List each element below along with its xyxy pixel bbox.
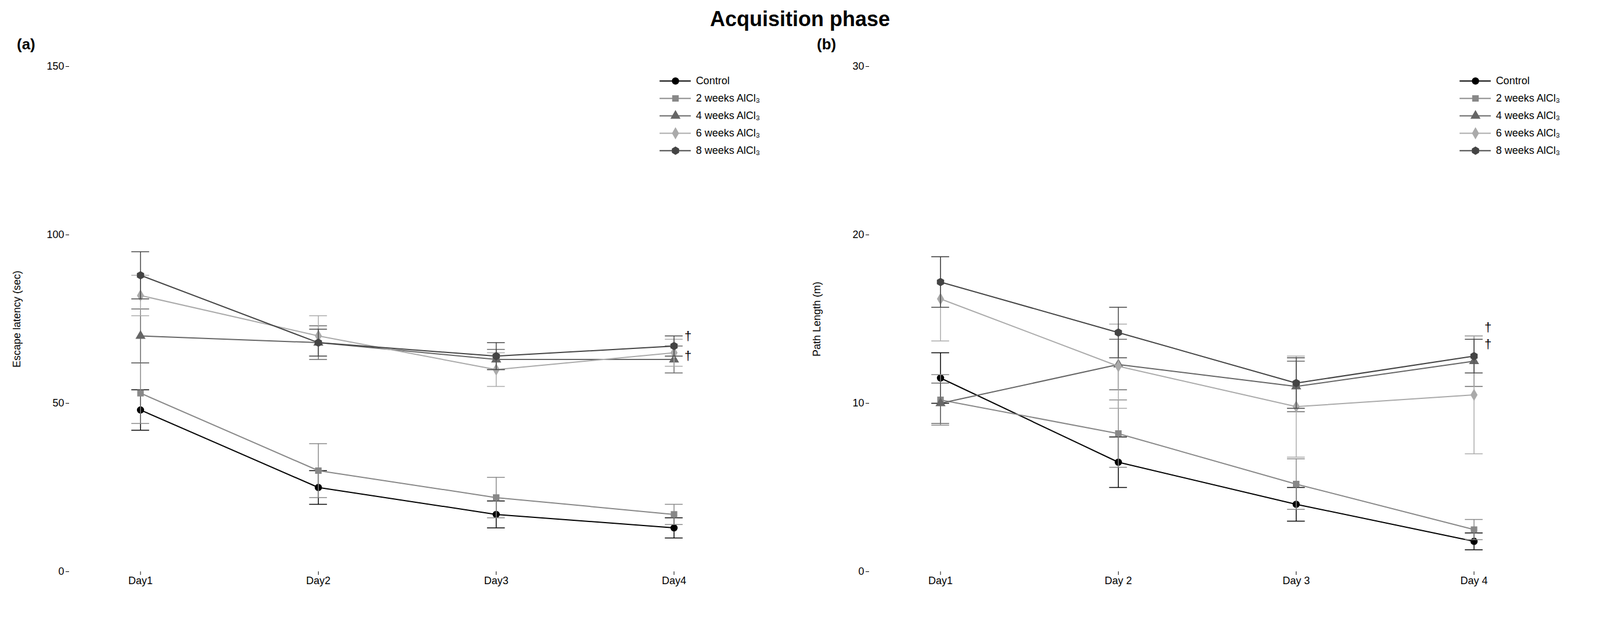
svg-text:20: 20: [852, 228, 864, 241]
svg-text:Day3: Day3: [484, 574, 509, 587]
svg-text:0: 0: [58, 565, 64, 578]
svg-text:Path Length (m): Path Length (m): [811, 281, 823, 357]
svg-text:30: 30: [852, 60, 864, 72]
svg-text:†: †: [1484, 319, 1492, 335]
svg-text:Escape latency (sec): Escape latency (sec): [11, 270, 23, 368]
html-text:8 weeks AlCl₃: 8 weeks AlCl₃: [695, 144, 760, 156]
svg-text:0: 0: [858, 565, 864, 578]
svg-text:150: 150: [46, 60, 64, 72]
svg-text:Day1: Day1: [128, 574, 153, 587]
html-text:(a): (a): [16, 35, 36, 53]
html-text:8 weeks AlCl₃: 8 weeks AlCl₃: [1495, 144, 1560, 156]
html-text:2 weeks AlCl₃: 2 weeks AlCl₃: [695, 92, 760, 104]
svg-text:Day 2: Day 2: [1104, 574, 1133, 587]
html-text:4 weeks AlCl₃: 4 weeks AlCl₃: [1495, 109, 1560, 122]
svg-text:Day2: Day2: [305, 574, 331, 587]
html-text:(b): (b): [816, 35, 837, 53]
html-text:Control: Control: [695, 74, 730, 87]
svg-text:†: †: [684, 328, 692, 344]
html-text:Control: Control: [1495, 74, 1530, 87]
svg-text:Day1: Day1: [928, 574, 953, 587]
html-text:2 weeks AlCl₃: 2 weeks AlCl₃: [1495, 92, 1560, 104]
svg-text:Day 3: Day 3: [1282, 574, 1310, 587]
html-text:6 weeks AlCl₃: 6 weeks AlCl₃: [695, 126, 760, 139]
html-text:6 weeks AlCl₃: 6 weeks AlCl₃: [1495, 126, 1560, 139]
svg-text:50: 50: [52, 397, 64, 409]
svg-text:100: 100: [46, 228, 64, 241]
svg-text:Day4: Day4: [661, 574, 687, 587]
svg-text:†: †: [1484, 336, 1492, 352]
svg-text:†: †: [684, 348, 692, 363]
svg-text:10: 10: [852, 397, 864, 409]
html-text:4 weeks AlCl₃: 4 weeks AlCl₃: [695, 109, 760, 122]
svg-text:Day 4: Day 4: [1460, 574, 1488, 587]
html-text:Acquisition phase: Acquisition phase: [710, 6, 890, 31]
